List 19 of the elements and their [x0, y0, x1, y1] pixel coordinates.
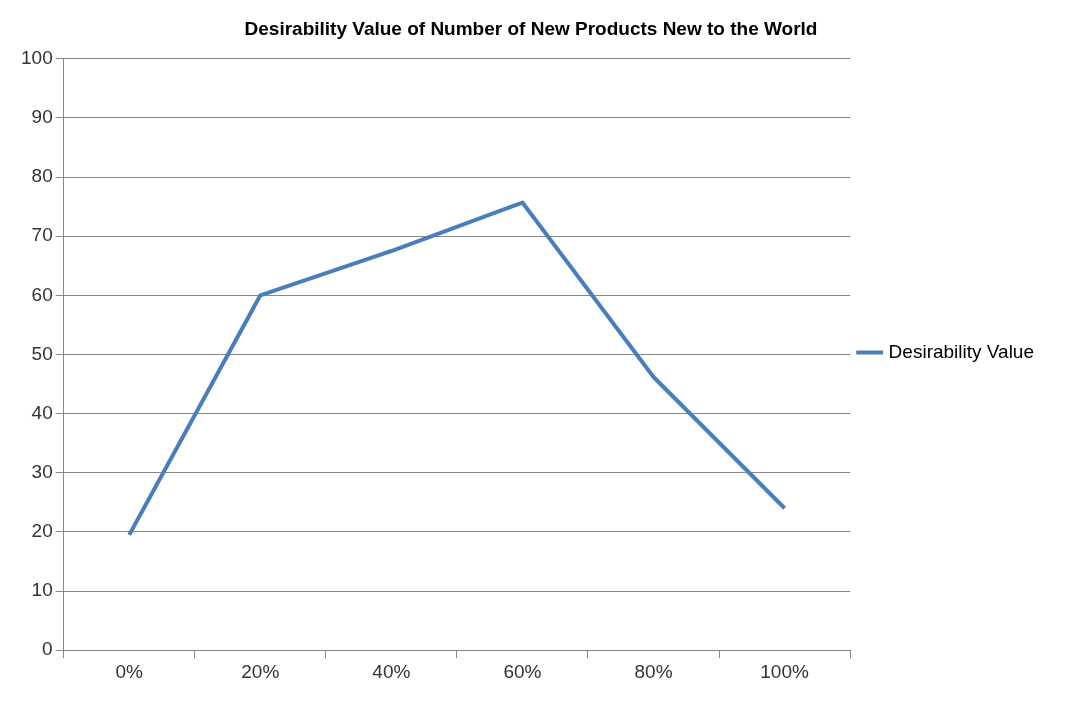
chart-title: Desirability Value of Number of New Products New to the World	[244, 17, 818, 39]
y-tick-label: 40	[31, 401, 53, 423]
y-tick-label: 60	[31, 283, 53, 305]
x-tick-label: 60%	[503, 660, 542, 682]
x-tick-label: 20%	[241, 660, 280, 682]
x-tick-label: 40%	[372, 660, 411, 682]
legend-label: Desirability Value	[888, 340, 1035, 362]
y-tick-label: 20	[31, 520, 53, 542]
y-tick-label: 50	[31, 342, 53, 364]
y-tick-label: 80	[31, 165, 53, 187]
x-tick-label: 100%	[760, 660, 809, 682]
y-tick-label: 90	[31, 106, 53, 128]
y-tick-label: 30	[31, 461, 53, 483]
x-tick-label: 0%	[115, 660, 144, 682]
x-tick-label: 80%	[634, 660, 673, 682]
y-tick-label: 100	[21, 47, 53, 69]
y-tick-label: 10	[31, 579, 53, 601]
y-tick-label: 0	[42, 638, 53, 660]
y-tick-label: 70	[31, 224, 53, 246]
